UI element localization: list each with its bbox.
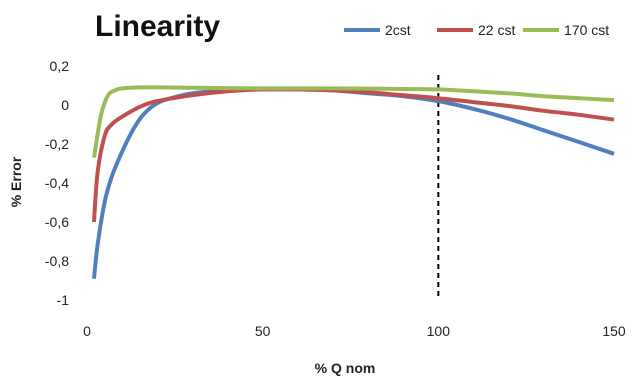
legend-label-2cst: 2cst bbox=[385, 22, 411, 38]
series-line-22-cst bbox=[92, 87, 615, 223]
y-tick-label: -0,4 bbox=[45, 175, 69, 191]
legend-label-22-cst: 22 cst bbox=[478, 22, 515, 38]
x-tick-label: 0 bbox=[83, 323, 91, 339]
series-line-2cst bbox=[92, 87, 615, 279]
y-tick-label: -0,8 bbox=[45, 253, 69, 269]
y-tick-label: -0,6 bbox=[45, 214, 69, 230]
series-line-170-cst bbox=[92, 85, 615, 158]
y-tick-label: -1 bbox=[57, 292, 70, 308]
legend: 2cst 22 cst 170 cst bbox=[344, 22, 609, 38]
series-group bbox=[92, 85, 615, 279]
y-tick-label: 0,2 bbox=[50, 58, 70, 74]
y-axis-title: % Error bbox=[8, 156, 24, 207]
y-tick-label: 0 bbox=[61, 97, 69, 113]
x-tick-label: 150 bbox=[602, 323, 626, 339]
y-tick-label: -0,2 bbox=[45, 136, 69, 152]
chart-title: Linearity bbox=[95, 10, 220, 43]
x-axis-title: % Q nom bbox=[315, 360, 376, 376]
legend-label-170-cst: 170 cst bbox=[564, 22, 609, 38]
axes: 0,2 0 -0,2 -0,4 -0,6 -0,8 -1 0 50 100 150 bbox=[45, 58, 626, 339]
x-tick-label: 50 bbox=[255, 323, 271, 339]
x-tick-label: 100 bbox=[427, 323, 451, 339]
